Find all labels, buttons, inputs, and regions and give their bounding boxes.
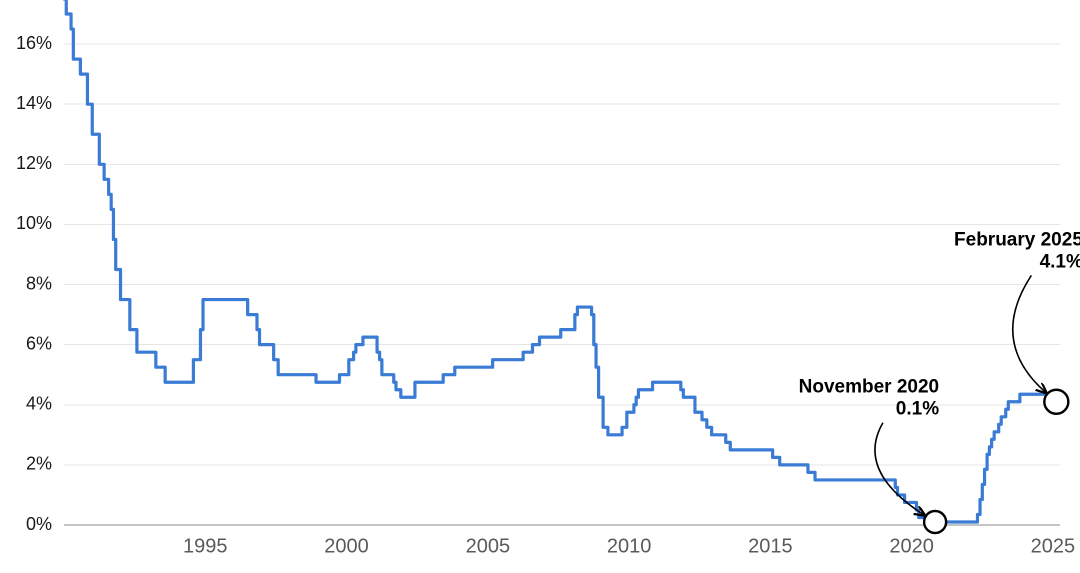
y-tick-label: 12% [16, 153, 52, 173]
x-tick-label: 2020 [889, 536, 934, 558]
x-tick-label: 2000 [324, 536, 369, 558]
y-tick-label: 0% [26, 514, 52, 534]
y-tick-label: 10% [16, 213, 52, 233]
y-tick-label: 2% [26, 454, 52, 474]
y-tick-label: 8% [26, 273, 52, 293]
x-tick-label: 2015 [748, 536, 793, 558]
annotation-point-feb-2025 [1044, 390, 1068, 414]
y-tick-label: 14% [16, 93, 52, 113]
y-tick-label: 16% [16, 33, 52, 53]
annotation-point-nov-2020 [924, 511, 946, 533]
x-tick-label: 2010 [607, 536, 652, 558]
y-tick-label: 6% [26, 333, 52, 353]
y-tick-label: 4% [26, 394, 52, 414]
x-tick-label: 2025 [1031, 536, 1076, 558]
rate-line-chart: 0% 2% 4% 6% 8% 10% 12% 14% 16% 1995 2000 2005 2010 20… [0, 0, 1080, 573]
x-tick-label: 2005 [466, 536, 511, 558]
x-tick-label: 1995 [183, 536, 228, 558]
